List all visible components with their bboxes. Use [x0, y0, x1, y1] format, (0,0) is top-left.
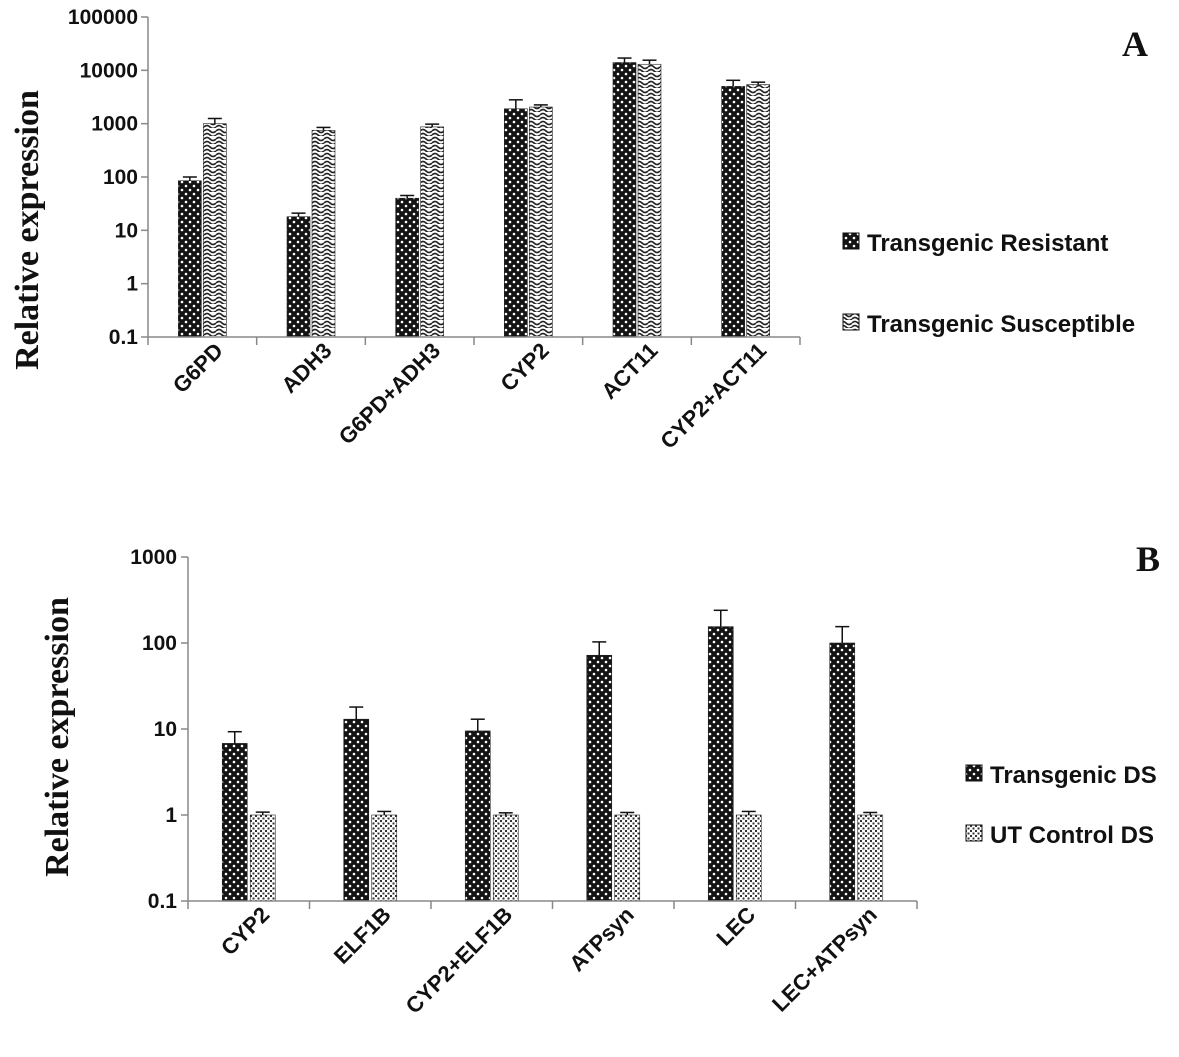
bar-transgenic-susceptible-g6pd: [203, 123, 227, 338]
bar-ut-control-ds-cyp2-elf1b: [492, 814, 519, 902]
panel-a-x-label-act11: ACT11: [596, 338, 662, 404]
legend-label-transgenic-ds: Transgenic DS: [990, 762, 1157, 789]
panel-b-axes: [187, 557, 918, 909]
bar-transgenic-susceptible-cyp2: [529, 106, 553, 338]
error-bar-transgenic-resistant-cyp2: [508, 99, 523, 109]
panel-a-chart: A Relative expression 0.1 1 10 100 1000 10000…: [9, 6, 1148, 454]
bar-transgenic-ds-lec: [707, 626, 734, 902]
error-bar-ut-control-ds-cyp2-elf1b: [498, 812, 513, 815]
legend-label-transgenic-resistant: Transgenic Resistant: [867, 230, 1108, 257]
error-bar-transgenic-ds-cyp2-elf1b: [470, 718, 485, 731]
legend-label-transgenic-susceptible: Transgenic Susceptible: [867, 311, 1135, 338]
error-bar-transgenic-resistant-act11: [617, 57, 632, 63]
panel-b-x-label-cyp2-elf1b: CYP2+ELF1B: [401, 902, 518, 1019]
bar-transgenic-resistant-adh3: [286, 216, 311, 338]
bar-transgenic-ds-atpsyn: [586, 654, 613, 902]
bar-transgenic-resistant-g6pd-adh3: [395, 197, 419, 338]
error-bar-transgenic-susceptible-g6pd-adh3: [425, 123, 440, 127]
panel-b-x-label-atpsyn: ATPsyn: [564, 902, 638, 976]
panel-a-x-label-adh3: ADH3: [276, 338, 336, 398]
bar-transgenic-susceptible-cyp2-act11: [746, 84, 770, 338]
bar-transgenic-resistant-act11: [612, 62, 637, 338]
bar-transgenic-resistant-g6pd: [178, 180, 202, 338]
legend-swatch-ut-control-ds: [965, 824, 983, 842]
panel-b-y-tick-label: 10: [154, 718, 177, 741]
panel-b-chart: B Relative expression 0.1 1 10 100 1000 CYP2…: [39, 539, 1160, 1019]
legend-swatch-transgenic-resistant: [842, 232, 860, 250]
bar-ut-control-ds-elf1b: [371, 814, 398, 902]
panel-a-y-axis-title: Relative expression: [9, 90, 46, 370]
panel-a-axes: [147, 17, 801, 345]
legend-label-ut-control-ds: UT Control DS: [990, 822, 1154, 849]
panel-a-x-label-cyp2: CYP2: [496, 338, 554, 396]
panel-a-x-label-cyp2-act11: CYP2+ACT11: [655, 338, 771, 454]
bar-ut-control-ds-lec-atpsyn: [857, 814, 884, 902]
error-bar-transgenic-ds-lec: [713, 609, 728, 627]
panel-a-y-tick-label: 10000: [80, 59, 138, 82]
error-bar-ut-control-ds-lec-atpsyn: [863, 811, 878, 815]
bar-transgenic-susceptible-adh3: [311, 130, 336, 338]
panel-a-y-tick-label: 1000: [91, 113, 138, 136]
panel-b-y-tick-label: 100: [142, 632, 177, 655]
panel-a-y-tick-label: 0.1: [109, 326, 139, 349]
bar-transgenic-resistant-cyp2-act11: [721, 86, 745, 338]
panel-b-y-tick-label: 1: [165, 804, 177, 827]
error-bar-transgenic-susceptible-cyp2: [533, 104, 548, 108]
panel-a-bars: [178, 57, 770, 338]
error-bar-transgenic-resistant-g6pd: [182, 176, 197, 181]
error-bar-transgenic-ds-atpsyn: [592, 641, 607, 656]
bar-transgenic-resistant-cyp2: [504, 108, 528, 338]
panel-a-y-tick-label: 1: [126, 273, 138, 296]
panel-a-x-label-g6pd: G6PD: [168, 338, 228, 398]
bar-transgenic-susceptible-g6pd-adh3: [420, 126, 444, 338]
error-bar-transgenic-ds-elf1b: [349, 706, 364, 720]
panel-a-x-label-g6pd-adh3: G6PD+ADH3: [334, 338, 445, 449]
legend-swatch-transgenic-ds: [965, 764, 983, 782]
panel-b-x-label-lec: LEC: [711, 902, 760, 951]
panel-a-label: A: [1122, 24, 1148, 64]
panel-b-y-ticks: 0.1 1 10 100 1000: [130, 546, 188, 913]
error-bar-transgenic-susceptible-g6pd: [207, 117, 222, 124]
bar-ut-control-ds-lec: [735, 814, 762, 902]
panel-a-y-tick-label: 100: [103, 166, 138, 189]
error-bar-transgenic-ds-lec-atpsyn: [835, 625, 850, 643]
error-bar-ut-control-ds-elf1b: [377, 810, 392, 815]
error-bar-ut-control-ds-atpsyn: [620, 811, 635, 815]
panel-a-y-tick-label: 10: [115, 219, 138, 242]
bar-transgenic-ds-cyp2: [221, 743, 248, 902]
panel-b-x-label-cyp2: CYP2: [216, 902, 274, 960]
bar-transgenic-susceptible-act11: [637, 63, 662, 338]
error-bar-transgenic-resistant-adh3: [291, 212, 306, 217]
legend-swatch-transgenic-susceptible: [842, 313, 860, 331]
error-bar-ut-control-ds-lec: [741, 810, 756, 815]
panel-b-x-label-lec-atpsyn: LEC+ATPsyn: [767, 902, 882, 1017]
panel-b-x-label-elf1b: ELF1B: [329, 902, 396, 969]
panel-b-y-tick-label: 1000: [130, 546, 177, 569]
error-bar-ut-control-ds-cyp2: [255, 811, 270, 815]
panel-b-y-tick-label: 0.1: [148, 890, 178, 913]
panel-a-legend: Transgenic Resistant Transgenic Suscepti…: [842, 230, 1135, 338]
bar-transgenic-ds-lec-atpsyn: [829, 642, 856, 902]
error-bar-transgenic-susceptible-act11: [642, 59, 657, 65]
bar-transgenic-ds-cyp2-elf1b: [464, 730, 491, 902]
panel-a-y-ticks: 0.1 1 10 100 1000 10000 100000: [68, 6, 148, 349]
panel-b-label: B: [1136, 539, 1160, 579]
panel-b-x-labels: CYP2 ELF1B CYP2+ELF1B ATPsyn LEC LEC+ATPsyn: [216, 902, 882, 1019]
bar-ut-control-ds-cyp2: [249, 814, 276, 902]
panel-a-y-tick-label: 100000: [68, 6, 138, 29]
error-bar-transgenic-susceptible-cyp2-act11: [751, 81, 766, 85]
bar-ut-control-ds-atpsyn: [614, 814, 641, 902]
error-bar-transgenic-resistant-cyp2-act11: [726, 79, 741, 87]
bar-transgenic-ds-elf1b: [343, 718, 370, 902]
panel-b-y-axis-title: Relative expression: [39, 597, 76, 877]
panel-b-legend: Transgenic DS UT Control DS: [965, 762, 1157, 849]
error-bar-transgenic-ds-cyp2: [227, 730, 242, 744]
error-bar-transgenic-susceptible-adh3: [316, 126, 331, 131]
error-bar-transgenic-resistant-g6pd-adh3: [400, 194, 415, 199]
panel-b-bars: [221, 609, 884, 902]
